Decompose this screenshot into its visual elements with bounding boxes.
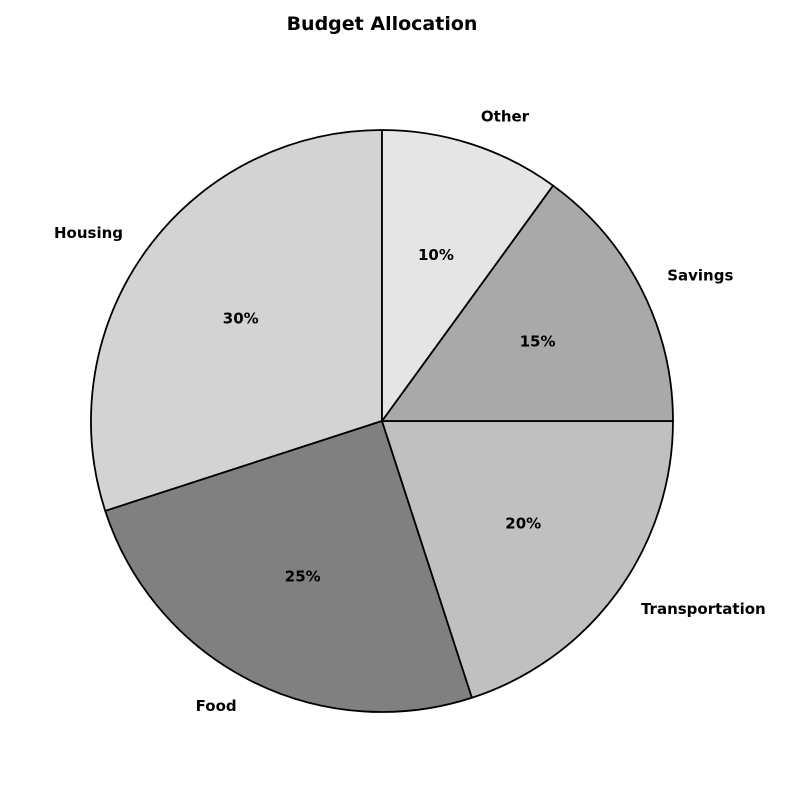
pie-slice-food xyxy=(104,420,473,713)
slice-label-savings: Savings xyxy=(667,267,733,285)
slice-label-housing: Housing xyxy=(54,224,123,242)
percent-label-other: 10% xyxy=(418,246,454,264)
pie-labels: Housing 30% Food 25% Transportation 20% Saving… xyxy=(54,108,766,716)
pie-slices xyxy=(90,129,674,713)
chart-title: Budget Allocation xyxy=(287,13,478,35)
pie-slice-transportation xyxy=(381,420,674,699)
slice-label-other: Other xyxy=(481,108,530,126)
percent-label-transportation: 20% xyxy=(505,515,541,533)
pie-slice-savings xyxy=(381,184,674,422)
slice-label-food: Food xyxy=(196,697,237,715)
percent-label-housing: 30% xyxy=(223,309,259,327)
pie-slice-other xyxy=(381,129,554,422)
percent-label-savings: 15% xyxy=(520,333,556,351)
pie-slice-housing xyxy=(90,129,383,512)
slice-label-transportation: Transportation xyxy=(641,600,766,618)
percent-label-food: 25% xyxy=(285,568,321,586)
